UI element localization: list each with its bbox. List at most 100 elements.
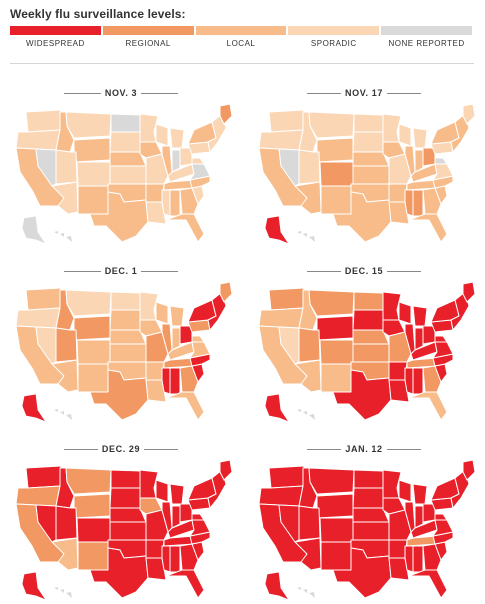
map-panel: NOV. 17 [249, 86, 479, 246]
state-in [414, 505, 424, 529]
state-mo [388, 509, 412, 541]
state-nd [353, 113, 384, 133]
state-mo [388, 331, 412, 363]
state-mt [65, 467, 112, 495]
date-row: JAN. 12 [249, 442, 479, 456]
state-nm [77, 363, 109, 393]
date-row: DEC. 15 [249, 264, 479, 278]
state-sd [352, 309, 384, 331]
state-ks [109, 343, 147, 363]
state-ak [21, 393, 48, 423]
state-nv [278, 326, 300, 365]
legend-title: Weekly flu surveillance levels: [10, 7, 186, 21]
state-nd [110, 113, 141, 133]
map-panel: DEC. 1 [6, 264, 236, 424]
legend-header: Weekly flu surveillance levels: WIDESPRE… [10, 6, 474, 48]
date-row: NOV. 17 [249, 86, 479, 100]
state-hi-island [60, 589, 64, 593]
state-fl [408, 391, 448, 421]
us-map [258, 459, 476, 601]
state-ak [264, 215, 291, 245]
state-mn [382, 291, 402, 321]
state-mi [412, 127, 428, 149]
state-ks [352, 165, 390, 185]
state-mi [169, 127, 185, 149]
state-hi-island [297, 587, 301, 590]
state-wi [398, 123, 412, 147]
state-mt [308, 111, 355, 139]
legend-label-widespread: WIDESPREAD [26, 39, 85, 48]
state-nm [77, 541, 109, 571]
state-mi [169, 483, 185, 505]
state-in [171, 505, 181, 529]
state-hi-island [303, 411, 307, 415]
us-map [15, 281, 233, 423]
state-tx [332, 547, 392, 599]
legend-item-none-reported: NONE REPORTED [381, 26, 474, 48]
state-hi-island [309, 414, 315, 420]
state-ms [404, 545, 414, 573]
state-wv [434, 335, 448, 343]
state-in [414, 149, 424, 173]
state-me [462, 459, 476, 481]
state-ga [422, 543, 442, 571]
state-mt [65, 111, 112, 139]
state-wy [73, 493, 111, 519]
state-sd [109, 131, 141, 153]
state-ar [145, 183, 165, 203]
map-date-label: JAN. 12 [341, 444, 387, 454]
state-co [319, 161, 354, 187]
state-wa [25, 465, 62, 489]
state-me [462, 103, 476, 125]
state-co [76, 339, 111, 365]
state-ut [298, 505, 321, 541]
state-wv [191, 513, 205, 521]
state-la [388, 201, 410, 225]
state-or [15, 485, 61, 507]
state-fl [165, 213, 205, 243]
state-al [412, 545, 424, 573]
state-wy [316, 493, 354, 519]
state-fl [165, 569, 205, 599]
legend-item-local: LOCAL [195, 26, 289, 48]
state-mi [169, 305, 185, 327]
state-ms [161, 367, 171, 395]
state-ak [264, 571, 291, 601]
state-ak [21, 215, 48, 245]
state-hi-island [60, 411, 64, 415]
state-az [51, 181, 79, 215]
state-al [169, 189, 181, 217]
state-hi-island [66, 592, 72, 598]
state-or [15, 307, 61, 329]
state-in [171, 327, 181, 351]
map-panel: DEC. 29 [6, 442, 236, 602]
state-hi-island [60, 233, 64, 237]
state-nm [320, 541, 352, 571]
state-ar [388, 183, 408, 203]
state-co [319, 339, 354, 365]
legend-label-none-reported: NONE REPORTED [388, 39, 465, 48]
state-wa [25, 287, 62, 311]
state-mi [412, 483, 428, 505]
state-hi-island [303, 589, 307, 593]
state-wa [25, 109, 62, 133]
us-map [258, 281, 476, 423]
state-ut [298, 327, 321, 363]
state-mn [139, 469, 159, 499]
state-nv [35, 326, 57, 365]
state-mn [139, 291, 159, 321]
state-nd [353, 291, 384, 311]
state-ar [388, 361, 408, 381]
state-ar [388, 539, 408, 559]
state-fl [408, 569, 448, 599]
state-mi [412, 305, 428, 327]
state-ms [404, 189, 414, 217]
state-mo [145, 331, 169, 363]
state-ks [109, 165, 147, 185]
state-sd [109, 309, 141, 331]
state-or [258, 307, 304, 329]
state-al [412, 189, 424, 217]
state-mo [388, 153, 412, 185]
state-az [294, 181, 322, 215]
state-ar [145, 539, 165, 559]
